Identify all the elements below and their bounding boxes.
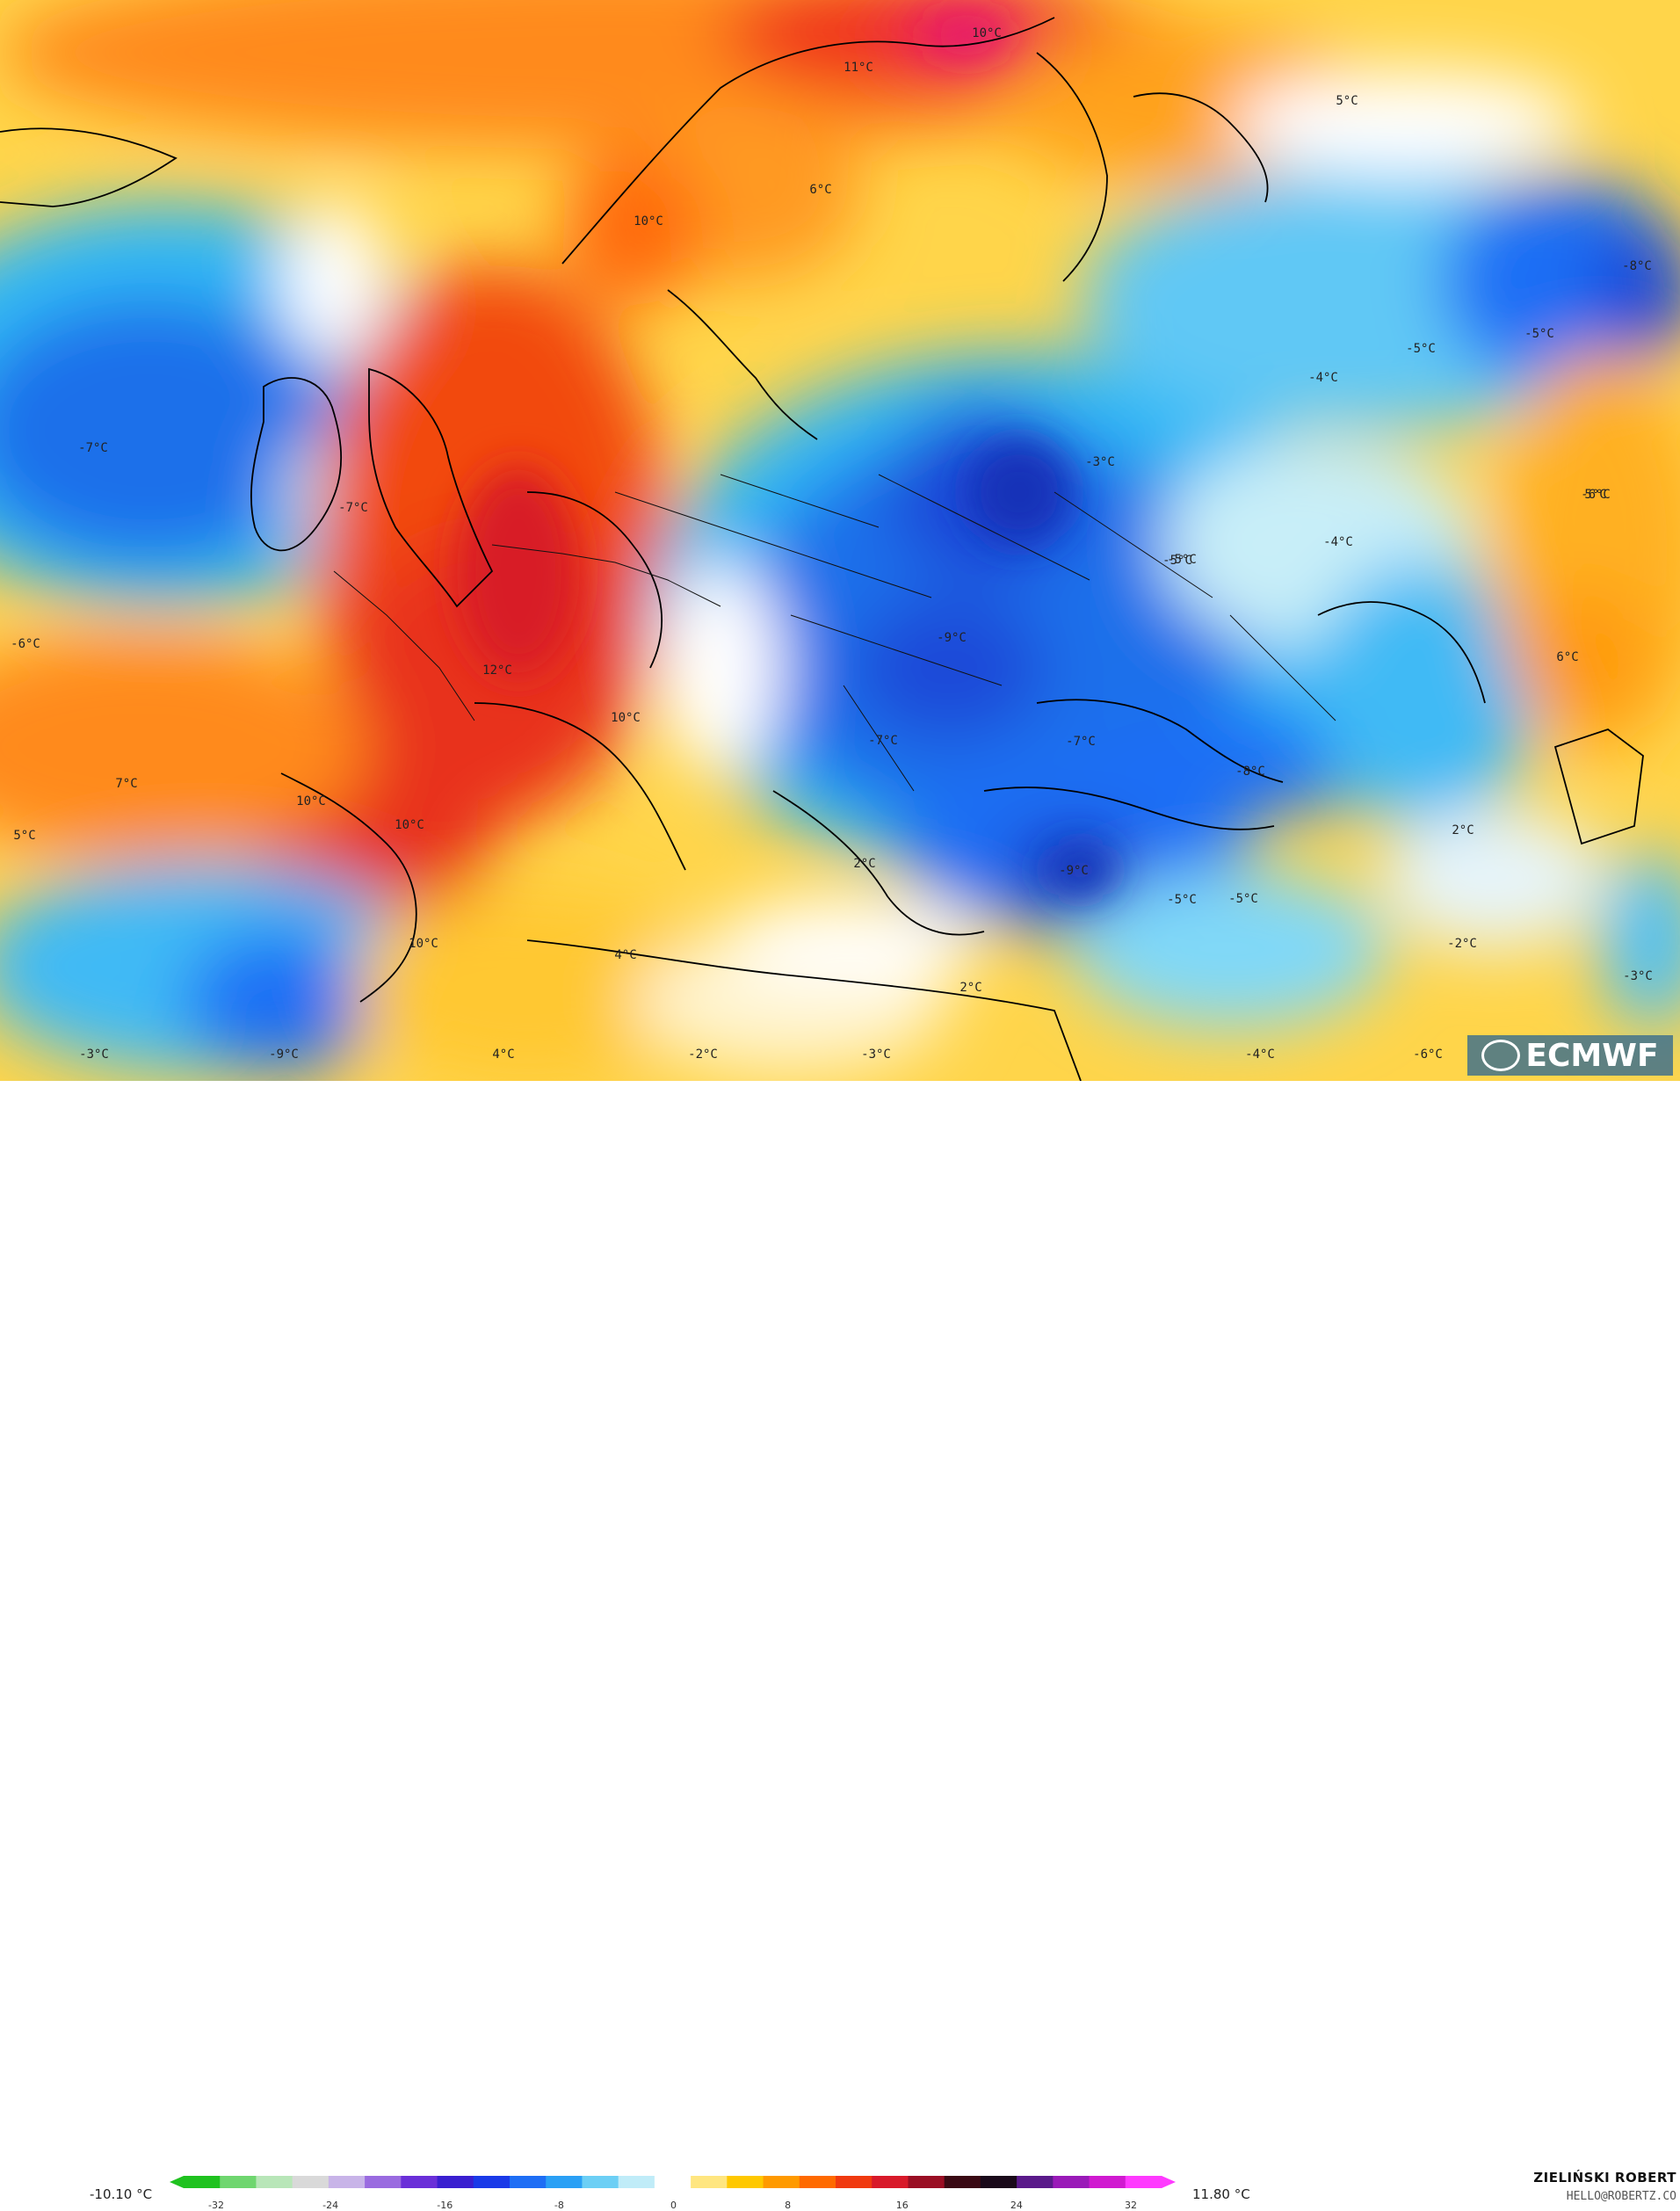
author-credit: ZIELIŃSKI ROBERT bbox=[1533, 2170, 1676, 2186]
map-canvas bbox=[0, 0, 1680, 1081]
temperature-label: 10°C bbox=[634, 214, 663, 228]
temperature-label: -5°C bbox=[1167, 553, 1197, 567]
temperature-label: -5°C bbox=[1524, 327, 1554, 341]
color-scale-swatch bbox=[908, 2176, 945, 2188]
temperature-label: 5°C bbox=[1584, 488, 1607, 502]
color-scale-swatch bbox=[654, 2176, 692, 2188]
temperature-field bbox=[0, 0, 1680, 1081]
color-scale-swatch bbox=[1125, 2176, 1162, 2188]
legend-tick-label: 32 bbox=[1125, 2200, 1137, 2211]
color-scale-swatch bbox=[1017, 2176, 1054, 2188]
temperature-label: -8°C bbox=[1235, 765, 1265, 779]
color-scale-swatch bbox=[618, 2176, 655, 2188]
legend-max-value: 11.80 °C bbox=[1192, 2186, 1250, 2202]
temperature-label: 4°C bbox=[614, 948, 637, 962]
temperature-label: 2°C bbox=[853, 857, 876, 871]
color-scale-swatch bbox=[220, 2176, 257, 2188]
temperature-label: 6°C bbox=[1556, 650, 1579, 664]
temperature-label: 10°C bbox=[395, 818, 424, 832]
color-scale-swatch bbox=[401, 2176, 438, 2188]
color-scale-swatch bbox=[292, 2176, 329, 2188]
scale-min-arrow bbox=[170, 2176, 184, 2188]
legend-min-value: -10.10 °C bbox=[90, 2186, 153, 2202]
temperature-label: -9°C bbox=[269, 1048, 299, 1062]
color-scale-swatch bbox=[582, 2176, 619, 2188]
temperature-label: 10°C bbox=[296, 794, 326, 808]
scale-max-arrow bbox=[1162, 2176, 1176, 2188]
temperature-label: -5°C bbox=[1228, 892, 1258, 906]
color-scale-swatch bbox=[691, 2176, 728, 2188]
legend-tick-label: -16 bbox=[437, 2200, 453, 2211]
legend-tick-label: 16 bbox=[895, 2200, 909, 2211]
temperature-label: 4°C bbox=[492, 1048, 515, 1062]
legend-tick-label: -32 bbox=[208, 2200, 224, 2211]
temperature-label: 11°C bbox=[844, 61, 873, 75]
temperature-label: -2°C bbox=[1447, 937, 1477, 951]
legend-footer: -10.10 °C -32 -24 -16 -8 0 8 16 24 32 11.80 °C Z… bbox=[0, 1081, 1680, 2211]
temperature-label: 10°C bbox=[972, 26, 1002, 40]
legend-tick-label: 24 bbox=[1010, 2200, 1023, 2211]
temperature-label: -3°C bbox=[79, 1048, 109, 1062]
color-scale-swatch bbox=[1053, 2176, 1090, 2188]
color-scale-swatch bbox=[437, 2176, 474, 2188]
temperature-label: -4°C bbox=[1308, 371, 1338, 385]
temperature-label: -5°C bbox=[1162, 554, 1192, 568]
color-scale-bar bbox=[170, 2176, 1176, 2188]
temperature-label: -9°C bbox=[937, 631, 967, 645]
temperature-label: -6°C bbox=[1413, 1048, 1443, 1062]
color-scale-swatch bbox=[546, 2176, 583, 2188]
temperature-label: -4°C bbox=[1323, 535, 1353, 549]
color-scale-swatch bbox=[836, 2176, 873, 2188]
color-scale-swatch bbox=[980, 2176, 1017, 2188]
temperature-label: 2°C bbox=[1452, 823, 1474, 837]
temperature-label: -6°C bbox=[11, 637, 40, 651]
color-scale-swatch bbox=[727, 2176, 764, 2188]
color-scale-swatch bbox=[184, 2176, 221, 2188]
color-scale-swatch bbox=[872, 2176, 909, 2188]
color-scale-swatch bbox=[256, 2176, 293, 2188]
color-scale-swatch bbox=[799, 2176, 836, 2188]
temperature-label: -4°C bbox=[1245, 1048, 1275, 1062]
temperature-label: 6°C bbox=[809, 183, 832, 197]
temperature-label: -3°C bbox=[1085, 455, 1115, 469]
coastlines bbox=[0, 17, 1644, 1081]
legend-tick-label: -24 bbox=[322, 2200, 339, 2211]
temperature-label: -3°C bbox=[861, 1048, 891, 1062]
color-scale-swatch bbox=[473, 2176, 511, 2188]
temperature-label: 5°C bbox=[13, 829, 36, 843]
temperature-label: -3°C bbox=[1623, 969, 1653, 983]
temperature-label: 10°C bbox=[611, 711, 641, 725]
temperature-label: 12°C bbox=[482, 663, 512, 678]
author-email: HELLO@ROBERTZ.CO bbox=[1566, 2190, 1676, 2203]
temperature-label: -5°C bbox=[1167, 893, 1197, 907]
temperature-label: -6°C bbox=[1581, 488, 1611, 502]
temperature-label: 7°C bbox=[115, 777, 138, 791]
temperature-label: -2°C bbox=[688, 1048, 718, 1062]
country-borders bbox=[333, 474, 1336, 792]
temperature-label: 5°C bbox=[1336, 94, 1358, 108]
ecmwf-logo-text: ECMWF bbox=[1525, 1037, 1659, 1074]
temperature-label: -7°C bbox=[78, 441, 108, 455]
ecmwf-logo: ECMWF bbox=[1467, 1035, 1673, 1076]
temperature-label: -8°C bbox=[1622, 259, 1652, 273]
color-scale-swatch bbox=[944, 2176, 981, 2188]
temperature-label: 10°C bbox=[409, 937, 438, 951]
temperature-label: -7°C bbox=[868, 734, 898, 748]
temperature-label: -7°C bbox=[1066, 735, 1096, 749]
temperature-label: -9°C bbox=[1059, 864, 1089, 878]
ecmwf-emblem-icon bbox=[1481, 1040, 1521, 1071]
temperature-label: -5°C bbox=[1406, 342, 1436, 356]
legend-tick-label: 8 bbox=[785, 2200, 792, 2211]
color-scale-swatch bbox=[510, 2176, 547, 2188]
color-scale-swatch bbox=[365, 2176, 402, 2188]
legend-tick-label: 0 bbox=[670, 2200, 677, 2211]
legend-tick-label: -8 bbox=[554, 2200, 564, 2211]
temperature-label: 2°C bbox=[959, 981, 982, 995]
color-scale-swatch bbox=[1089, 2176, 1126, 2188]
color-scale-swatch bbox=[763, 2176, 800, 2188]
temperature-label: -7°C bbox=[338, 501, 368, 515]
temperature-anomaly-map: 10°C 11°C 5°C 6°C 10°C -8°C -5°C -5°C -4°C -7°C -3… bbox=[0, 0, 1680, 1081]
color-scale-swatch bbox=[328, 2176, 366, 2188]
